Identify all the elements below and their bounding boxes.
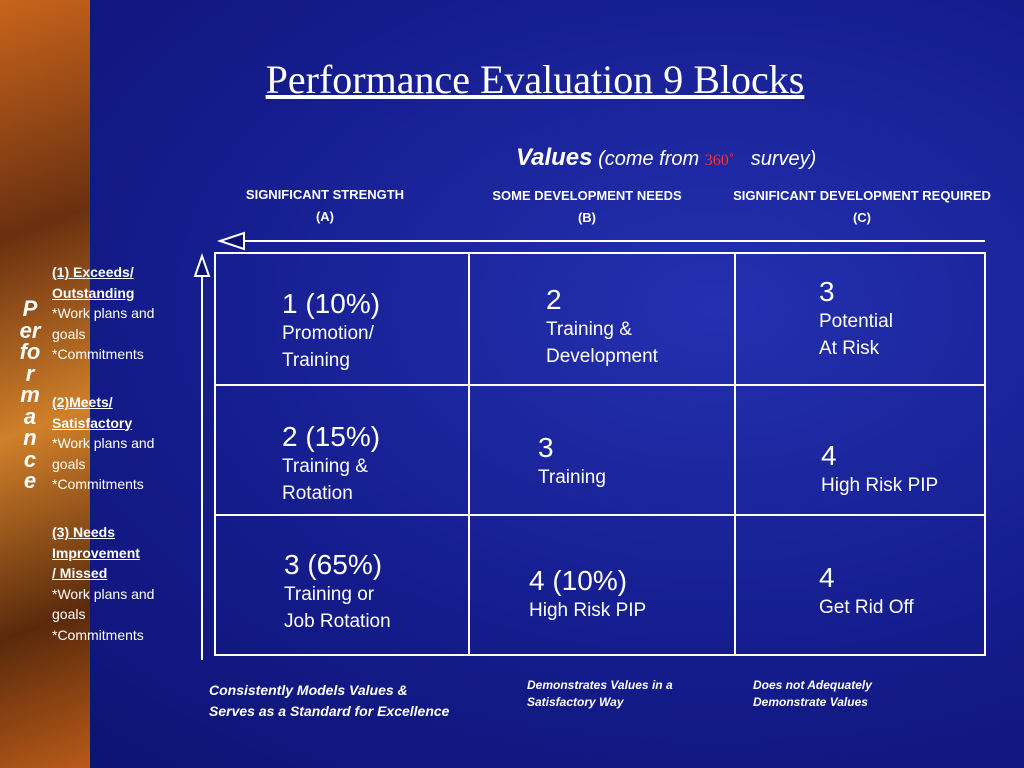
- block-text: At Risk: [819, 338, 880, 359]
- row-heading: Satisfactory: [52, 414, 133, 431]
- column-label: SIGNIFICANT DEVELOPMENT REQUIRED: [733, 188, 991, 203]
- values-header: Values (come from 360˚ survey): [516, 144, 816, 172]
- block-rating: 1 (10%): [282, 288, 381, 319]
- block: 3 Potential At Risk: [819, 276, 893, 362]
- column-footer: Demonstrates Values in a Satisfactory Way: [527, 677, 673, 711]
- column-code: (A): [315, 209, 335, 224]
- row-label: (3) Needs Improvement / Missed *Work plans …: [52, 522, 187, 645]
- block-text: Training or: [284, 584, 375, 605]
- row-heading: / Missed: [52, 565, 108, 581]
- block-text: Job Rotation: [284, 611, 391, 632]
- row-heading: Outstanding: [52, 284, 135, 301]
- row-heading: Improvement: [52, 544, 140, 561]
- row-item: *Commitments: [52, 626, 144, 643]
- column-header: SOME DEVELOPMENT NEEDS (B): [427, 185, 747, 229]
- row-item: *Commitments: [52, 476, 144, 492]
- row-item: *Work plans and goals: [52, 585, 155, 623]
- block-rating: 4: [819, 562, 835, 593]
- block-rating: 4: [821, 440, 837, 471]
- footer-line: Does not Adequately: [753, 678, 872, 692]
- values-suffix: survey): [750, 148, 817, 170]
- column-footer: Consistently Models Values & Serves as a …: [209, 680, 449, 722]
- block-rating: 2: [546, 284, 562, 315]
- block-text: High Risk PIP: [821, 475, 939, 496]
- block-text: Rotation: [282, 483, 353, 504]
- block-rating: 3: [819, 276, 835, 307]
- block-rating: 4 (10%): [529, 565, 628, 596]
- row-item: *Work plans and goals: [52, 435, 155, 472]
- block-text: Development: [546, 346, 658, 367]
- block: 4 Get Rid Off: [819, 562, 914, 621]
- block: 4 (10%) High Risk PIP: [529, 565, 646, 624]
- block-text: Promotion/: [282, 323, 374, 344]
- block: 2 (15%) Training & Rotation: [282, 421, 380, 507]
- block-text: Potential: [819, 311, 893, 332]
- title: Performance Evaluation 9 Blocks: [265, 57, 805, 102]
- row-label: (1) Exceeds/Outstanding *Work plans and g…: [52, 262, 187, 365]
- block-text: Training: [282, 350, 350, 371]
- column-label: SIGNIFICANT STRENGTH: [245, 187, 405, 202]
- axis-label: Performance: [19, 296, 41, 493]
- column-label: SOME DEVELOPMENT NEEDS: [492, 188, 682, 203]
- column-header: SIGNIFICANT STRENGTH (A): [165, 184, 485, 228]
- block-text: Training &: [282, 456, 368, 477]
- block-text: Training &: [546, 319, 632, 340]
- block: 1 (10%) Promotion/Training: [282, 288, 380, 374]
- column-header: SIGNIFICANT DEVELOPMENT REQUIRED (C): [702, 185, 1022, 229]
- block: 4 High Risk PIP: [821, 440, 938, 499]
- block-rating: 3 (65%): [284, 549, 383, 580]
- row-heading: (1) Exceeds/: [52, 264, 134, 280]
- footer-line: Demonstrates Values in a: [527, 678, 673, 692]
- footer-line: Consistently Models Values &: [209, 682, 408, 698]
- block-rating: 2 (15%): [282, 421, 381, 452]
- block-text: Get Rid Off: [819, 597, 914, 618]
- values-label: Values: [516, 144, 593, 171]
- block-text: High Risk PIP: [529, 600, 647, 621]
- column-code: (C): [852, 210, 872, 225]
- block: 2 Training & Development: [546, 284, 658, 370]
- block: 3 (65%) Training or Job Rotation: [284, 549, 391, 635]
- footer-line: Demonstrate Values: [753, 695, 868, 709]
- row-item: *Work plans and goals: [52, 305, 155, 342]
- decor-strip: [0, 0, 90, 768]
- block-text: Training: [538, 467, 606, 488]
- footer-line: Satisfactory Way: [527, 695, 624, 709]
- column-footer: Does not Adequately Demonstrate Values: [753, 677, 872, 711]
- column-code: (B): [577, 210, 597, 225]
- row-item: *Commitments: [52, 346, 144, 362]
- values-degree: 360˚: [704, 152, 735, 169]
- values-prefix: (come from: [598, 148, 700, 170]
- row-heading: (3) Needs: [52, 524, 116, 540]
- footer-line: Serves as a Standard for Excellence: [209, 703, 450, 719]
- block-rating: 3: [538, 432, 554, 463]
- row-heading: (2)Meets/: [52, 394, 113, 410]
- row-label: (2)Meets/Satisfactory *Work plans and goa…: [52, 392, 187, 495]
- block: 3 Training: [538, 432, 606, 491]
